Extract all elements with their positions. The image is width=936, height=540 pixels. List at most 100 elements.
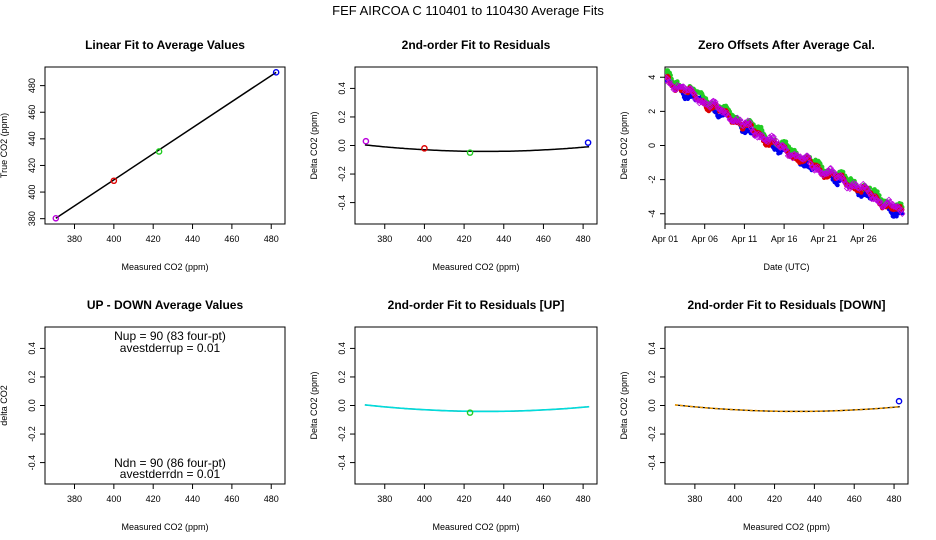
y-axis-label: Delta CO2 (ppm): [619, 111, 629, 179]
x-tick-label: 460: [847, 494, 862, 504]
y-axis-label: True CO2 (ppm): [0, 113, 9, 178]
data-layer: [52, 69, 280, 222]
x-tick-label: Apr 06: [691, 234, 718, 244]
data-point: [712, 98, 719, 105]
annotation-ndn: Ndn = 90 (86 four-pt): [114, 456, 226, 470]
y-tick-label: 400: [27, 185, 37, 200]
data-point: [362, 137, 370, 145]
panel-5: 2nd-order Fit to Residuals [UP] 380 400 420…: [309, 298, 598, 532]
data-point: [765, 136, 772, 143]
y-tick-label: 0.4: [27, 342, 37, 355]
x-tick-label: 420: [146, 494, 161, 504]
data-point: [466, 409, 474, 416]
chart-title: UP - DOWN Average Values: [87, 298, 244, 312]
data-point: [707, 103, 714, 110]
x-tick-label: Apr 11: [731, 234, 757, 244]
x-tick-label: 380: [67, 234, 82, 244]
y-tick-label: 420: [27, 158, 37, 173]
y-tick-label: -0.4: [337, 195, 347, 211]
data-point: [841, 177, 848, 184]
data-point: [860, 180, 867, 188]
y-tick-label: 0.4: [337, 82, 347, 95]
y-tick-label: 0.0: [27, 399, 37, 412]
fit-line: [55, 71, 277, 219]
fit-curve: [674, 404, 901, 412]
x-axis-label: Measured CO2 (ppm): [121, 522, 208, 532]
y-tick-label: 0.2: [27, 371, 37, 384]
x-axis-label: Measured CO2 (ppm): [121, 262, 208, 272]
y-tick-label: -4: [647, 210, 657, 218]
x-tick-label: 480: [887, 494, 902, 504]
chart-title: Zero Offsets After Average Cal.: [698, 38, 875, 52]
data-point: [686, 85, 693, 92]
chart-title: 2nd-order Fit to Residuals [UP]: [388, 298, 565, 312]
data-layer: [364, 404, 590, 416]
data-point: [895, 397, 903, 405]
x-tick-label: 380: [377, 494, 392, 504]
chart-title: Linear Fit to Average Values: [85, 38, 245, 52]
panel-6: 2nd-order Fit to Residuals [DOWN] 380 400 4…: [619, 298, 909, 532]
x-axis-label: Date (UTC): [763, 262, 809, 272]
data-point: [835, 182, 840, 188]
page-title: FEF AIRCOA C 110401 to 110430 Average Fi…: [332, 3, 604, 18]
y-tick-label: -0.4: [27, 455, 37, 471]
plot-frame: [44, 66, 286, 225]
data-point: [764, 138, 772, 146]
data-point: [827, 165, 834, 172]
data-point: [815, 167, 822, 174]
x-tick-label: 480: [264, 234, 279, 244]
x-tick-label: 480: [576, 234, 591, 244]
data-point: [584, 139, 592, 146]
x-tick-label: Apr 16: [771, 234, 798, 244]
x-tick-label: 420: [457, 494, 472, 504]
data-point: [110, 177, 118, 185]
chart-title: 2nd-order Fit to Residuals: [402, 38, 551, 52]
x-tick-label: 400: [417, 234, 432, 244]
data-point: [466, 149, 474, 156]
x-tick-label: 460: [224, 234, 239, 244]
x-tick-label: 460: [536, 234, 551, 244]
data-point: [898, 206, 905, 213]
y-tick-label: -0.2: [337, 426, 347, 442]
series-purple: [665, 73, 906, 217]
x-tick-label: 440: [496, 494, 511, 504]
y-tick-label: 0.0: [337, 139, 347, 152]
x-tick-label: 400: [727, 494, 742, 504]
data-point: [805, 155, 813, 162]
data-point: [746, 119, 753, 126]
x-tick-label: 480: [576, 494, 591, 504]
data-point: [666, 78, 673, 85]
annotation-avestderrup: avestderrup = 0.01: [120, 341, 221, 355]
fit-curve-overlay: [674, 404, 901, 413]
x-tick-label: 460: [224, 494, 239, 504]
y-tick-label: -0.2: [337, 166, 347, 182]
x-tick-label: 380: [687, 494, 702, 504]
data-point: [871, 193, 878, 200]
y-axis-label: Delta CO2 (ppm): [309, 111, 319, 179]
x-tick-label: 380: [67, 494, 82, 504]
plot-frame: [354, 66, 598, 225]
x-tick-label: 460: [536, 494, 551, 504]
x-tick-label: Apr 26: [850, 234, 877, 244]
x-tick-label: 420: [146, 234, 161, 244]
x-tick-label: 480: [264, 494, 279, 504]
y-tick-label: -0.2: [647, 426, 657, 442]
data-point: [155, 148, 163, 155]
y-tick-label: 0.2: [647, 371, 657, 384]
y-tick-label: -0.2: [27, 426, 37, 442]
panel-4: UP - DOWN Average Values 380 400 420 440 460 4…: [0, 298, 286, 532]
y-tick-label: -0.4: [337, 455, 347, 471]
data-point: [673, 86, 680, 93]
fit-curve: [364, 144, 590, 153]
x-tick-label: 440: [496, 234, 511, 244]
data-point: [770, 133, 777, 140]
x-tick-label: 400: [106, 494, 121, 504]
annotation-avestderrdn: avestderrdn = 0.01: [120, 467, 221, 481]
data-point: [52, 214, 60, 222]
x-tick-label: 440: [807, 494, 822, 504]
y-tick-label: 480: [27, 78, 37, 93]
data-point: [760, 135, 768, 142]
fit-curve-overlay: [364, 404, 590, 413]
y-tick-label: 2: [647, 109, 657, 114]
